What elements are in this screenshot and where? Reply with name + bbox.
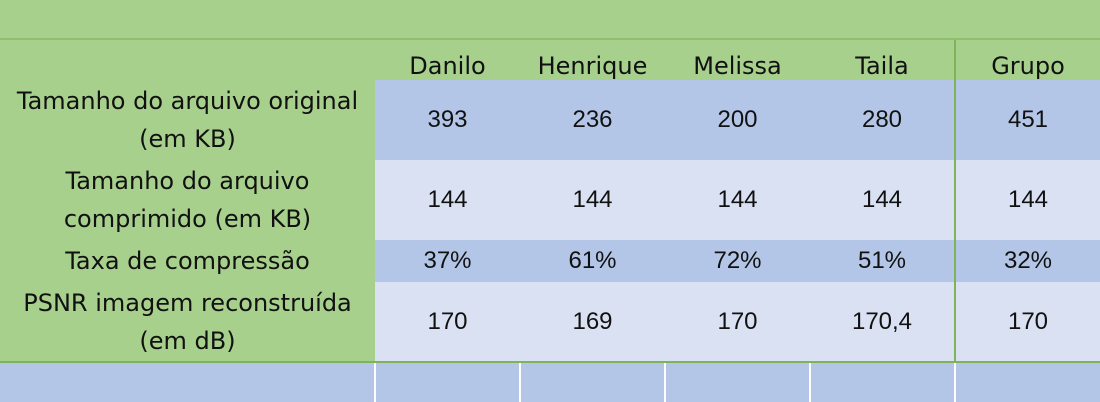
table-cell[interactable]: 170 <box>375 282 520 362</box>
table-cell[interactable]: 144 <box>665 160 810 240</box>
table-cell-group[interactable]: 451 <box>954 80 1100 160</box>
table-cell[interactable]: 144 <box>375 160 520 240</box>
table-cell[interactable]: 37% <box>375 240 520 282</box>
row-label-compressed-size[interactable]: Tamanho do arquivo comprimido (em KB) <box>0 160 375 240</box>
row-label-compression-rate[interactable]: Taxa de compressão <box>0 240 375 282</box>
table-cell[interactable]: 170 <box>665 282 810 362</box>
table-row: Tamanho do arquivo original (em KB) 393 … <box>0 80 1100 160</box>
table-cell[interactable]: 144 <box>520 160 665 240</box>
table-cell-group[interactable]: 144 <box>954 160 1100 240</box>
header-row: Danilo Henrique Melissa Taila Grupo <box>0 40 1100 80</box>
empty-bottom-row <box>0 361 1100 402</box>
header-melissa[interactable]: Melissa <box>665 40 810 80</box>
header-grupo[interactable]: Grupo <box>954 40 1100 80</box>
table-cell-group[interactable]: 170 <box>954 282 1100 362</box>
table-cell[interactable]: 72% <box>665 240 810 282</box>
empty-cell[interactable] <box>519 361 665 402</box>
row-label-original-size[interactable]: Tamanho do arquivo original (em KB) <box>0 80 375 160</box>
empty-cell[interactable] <box>664 361 810 402</box>
empty-cell[interactable] <box>809 361 955 402</box>
table-cell[interactable]: 169 <box>520 282 665 362</box>
results-table: Danilo Henrique Melissa Taila Grupo Tama… <box>0 40 1100 402</box>
table-cell[interactable]: 236 <box>520 80 665 160</box>
table-cell[interactable]: 393 <box>375 80 520 160</box>
table-cell[interactable]: 61% <box>520 240 665 282</box>
table-cell[interactable]: 51% <box>810 240 955 282</box>
top-header-band <box>0 0 1100 40</box>
table-cell[interactable]: 170,4 <box>810 282 955 362</box>
table-row: PSNR imagem reconstruída (em dB) 170 169… <box>0 282 1100 362</box>
table-cell[interactable]: 280 <box>810 80 955 160</box>
table-row: Taxa de compressão 37% 61% 72% 51% 32% <box>0 240 1100 282</box>
header-empty-cell[interactable] <box>0 40 375 80</box>
header-danilo[interactable]: Danilo <box>375 40 520 80</box>
empty-cell[interactable] <box>0 361 375 402</box>
empty-cell[interactable] <box>954 361 1100 402</box>
row-label-psnr[interactable]: PSNR imagem reconstruída (em dB) <box>0 282 375 362</box>
table-cell[interactable]: 200 <box>665 80 810 160</box>
table-row: Tamanho do arquivo comprimido (em KB) 14… <box>0 160 1100 240</box>
header-taila[interactable]: Taila <box>810 40 955 80</box>
table-cell[interactable]: 144 <box>810 160 955 240</box>
empty-cell[interactable] <box>374 361 520 402</box>
header-henrique[interactable]: Henrique <box>520 40 665 80</box>
table-cell-group[interactable]: 32% <box>954 240 1100 282</box>
